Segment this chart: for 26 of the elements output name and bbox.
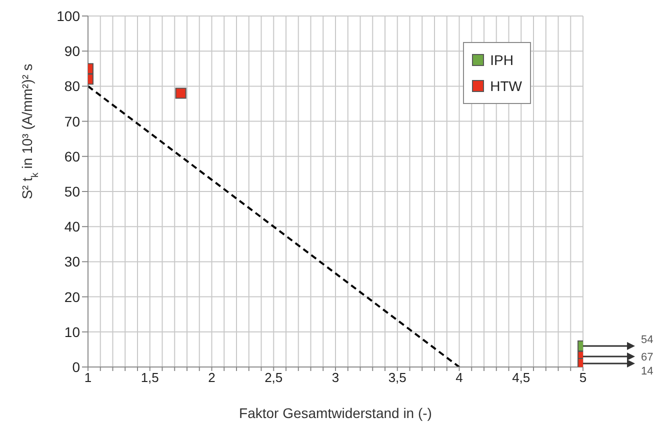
y-tick-label: 0 — [72, 358, 80, 375]
x-tick-label: 2,5 — [264, 370, 283, 386]
text: 54 — [641, 334, 654, 346]
x-tick-label: 3 — [332, 370, 340, 386]
text: 14 — [641, 365, 654, 378]
x-axis-title: Faktor Gesamtwiderstand in (-) — [239, 405, 432, 421]
text: 67 — [641, 351, 654, 364]
y-tick-label: 100 — [56, 8, 80, 24]
y-tick-label: 80 — [64, 78, 80, 94]
y-tick-label: 50 — [64, 183, 80, 200]
y-tick-label: 70 — [64, 113, 80, 130]
y-tick-label: 60 — [64, 148, 80, 164]
x-tick-label: 4,5 — [512, 370, 530, 386]
x-tick-label: 1 — [84, 370, 92, 386]
x-tick-label: 5 — [579, 370, 587, 386]
y-tick-label: 30 — [64, 254, 80, 270]
x-tick-label: 4 — [456, 370, 463, 386]
y-tick-label: 90 — [64, 43, 80, 60]
legend-label: IPH — [490, 52, 514, 68]
x-tick-label: 3,5 — [388, 370, 406, 386]
y-tick-label: 20 — [64, 288, 80, 305]
legend-label: HTW — [490, 78, 522, 94]
y-tick-label: 40 — [64, 218, 80, 235]
x-tick-label: 1,5 — [140, 370, 159, 386]
x-tick-label: 2 — [208, 370, 216, 386]
y-tick-label: 10 — [64, 324, 80, 340]
